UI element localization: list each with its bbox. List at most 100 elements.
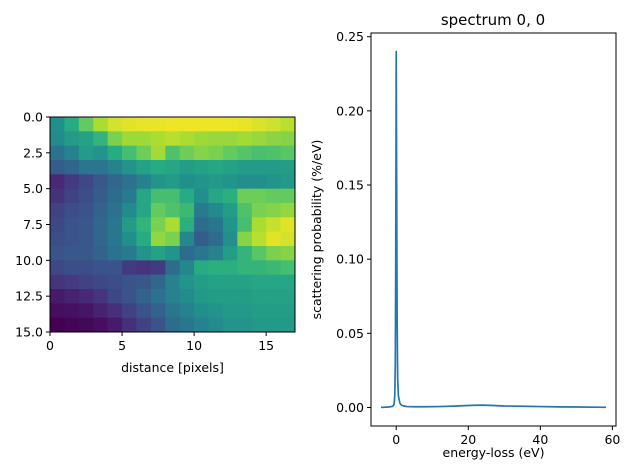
heatmap-cell — [107, 174, 123, 190]
heatmap-cell — [165, 260, 181, 276]
heatmap-cell — [50, 203, 65, 218]
heatmap-cell — [50, 145, 65, 161]
heatmap-cell — [122, 303, 137, 319]
heatmap-cell — [150, 160, 166, 175]
heatmap-cell — [78, 260, 94, 276]
heatmap-cell — [237, 246, 253, 261]
heatmap-x-tick-label: 10 — [186, 338, 202, 353]
heatmap-cell — [150, 203, 166, 218]
heatmap-cell — [280, 131, 296, 147]
heatmap-cell — [237, 145, 253, 161]
heatmap-cell — [179, 303, 195, 319]
heatmap-cell — [251, 260, 267, 276]
heatmap-cell — [122, 117, 137, 132]
heatmap-cell — [122, 274, 137, 290]
heatmap-cell — [50, 160, 65, 175]
heatmap-cell — [222, 174, 238, 190]
heatmap-cell — [93, 160, 109, 175]
heatmap-cell — [50, 246, 65, 261]
heatmap-cell — [280, 145, 296, 161]
heatmap-cell — [136, 303, 152, 319]
heatmap-cell — [179, 160, 195, 175]
heatmap-cell — [179, 289, 195, 304]
heatmap-cell — [136, 117, 152, 132]
heatmap-cell — [150, 217, 166, 233]
heatmap-cell — [266, 117, 281, 132]
heatmap-cell — [93, 145, 109, 161]
heatmap-cell — [64, 160, 80, 175]
heatmap-cell — [122, 203, 137, 218]
spectrum-panel: spectrum 0, 0 0 20 40 60 0.000.050.100.150.… — [309, 11, 620, 460]
heatmap-cell — [50, 117, 65, 132]
heatmap-cell — [64, 274, 80, 290]
spectrum-plot-area — [380, 50, 607, 409]
heatmap-cell — [165, 117, 181, 132]
heatmap-cell — [194, 246, 209, 261]
heatmap-cell — [136, 317, 152, 333]
heatmap-cell — [93, 246, 109, 261]
heatmap-cell — [280, 188, 296, 204]
heatmap-cell — [222, 145, 238, 161]
heatmap-cell — [150, 289, 166, 304]
heatmap-cell — [64, 188, 80, 204]
heatmap-cell — [107, 145, 123, 161]
heatmap-cell — [78, 303, 94, 319]
heatmap-cell — [78, 174, 94, 190]
heatmap-cell — [251, 246, 267, 261]
heatmap-cell — [136, 203, 152, 218]
heatmap-cell — [165, 317, 181, 333]
heatmap-cell — [136, 160, 152, 175]
heatmap-cell — [208, 274, 224, 290]
heatmap-cell — [136, 274, 152, 290]
heatmap-cell — [251, 203, 267, 218]
heatmap-cell — [251, 131, 267, 147]
heatmap-cell — [208, 217, 224, 233]
heatmap-cell — [165, 188, 181, 204]
heatmap-cell — [266, 260, 281, 276]
heatmap-cell — [194, 217, 209, 233]
spectrum-x-tick-label: 20 — [460, 432, 476, 447]
heatmap-cell — [64, 145, 80, 161]
heatmap-cell — [122, 160, 137, 175]
heatmap-cell — [64, 289, 80, 304]
heatmap-cell — [237, 131, 253, 147]
heatmap-cell — [150, 246, 166, 261]
heatmap-cell — [208, 317, 224, 333]
heatmap-cell — [237, 174, 253, 190]
heatmap-cell — [165, 289, 181, 304]
heatmap-cell — [179, 231, 195, 247]
heatmap-cell — [280, 217, 296, 233]
heatmap-cell — [150, 274, 166, 290]
heatmap-cell — [222, 317, 238, 333]
heatmap-y-ticks: 0.0 2.5 5.0 7.5 10.0 12.5 15.0 — [15, 110, 50, 340]
heatmap-cell — [64, 231, 80, 247]
heatmap-cell — [136, 131, 152, 147]
heatmap-cell — [194, 317, 209, 333]
heatmap-cell — [208, 145, 224, 161]
heatmap-cell — [208, 160, 224, 175]
heatmap-cell — [165, 217, 181, 233]
heatmap-x-ticks: 0 5 10 15 — [46, 332, 274, 353]
heatmap-cell — [64, 203, 80, 218]
heatmap-cell — [194, 303, 209, 319]
heatmap-cell — [280, 260, 296, 276]
spectrum-line — [380, 50, 607, 409]
heatmap-cells — [50, 117, 296, 333]
heatmap-cell — [165, 174, 181, 190]
heatmap-cell — [107, 274, 123, 290]
heatmap-cell — [165, 131, 181, 147]
heatmap-cell — [237, 260, 253, 276]
heatmap-y-tick-label: 0.0 — [23, 110, 43, 125]
heatmap-cell — [237, 217, 253, 233]
heatmap-cell — [280, 231, 296, 247]
heatmap-cell — [208, 231, 224, 247]
heatmap-cell — [222, 274, 238, 290]
heatmap-cell — [266, 174, 281, 190]
heatmap-y-tick-label: 7.5 — [23, 217, 43, 232]
heatmap-cell — [136, 289, 152, 304]
heatmap-cell — [251, 289, 267, 304]
heatmap-cell — [266, 231, 281, 247]
heatmap-cell — [251, 160, 267, 175]
heatmap-y-tick-label: 12.5 — [15, 289, 43, 304]
